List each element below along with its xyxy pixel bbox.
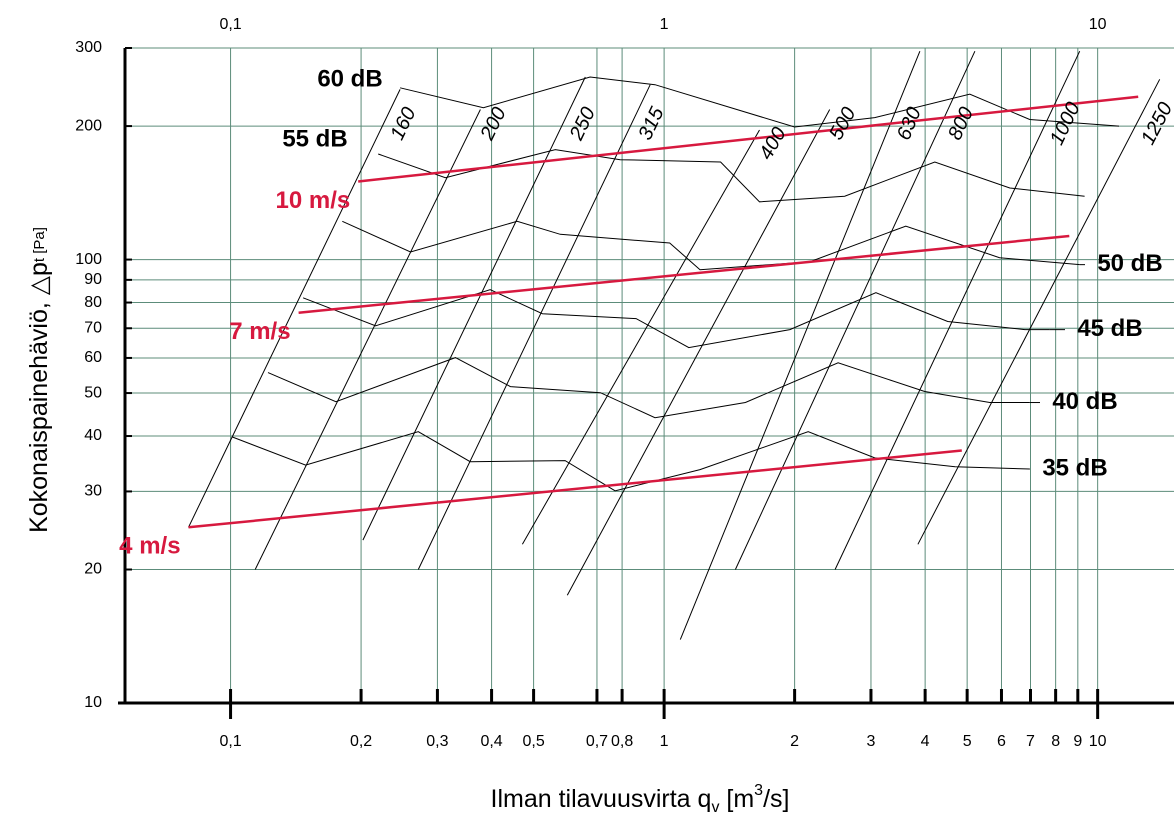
duct-line — [734, 50, 976, 570]
x-tick-label: 2 — [790, 733, 799, 750]
grid — [118, 47, 1174, 719]
x-tick-label: 5 — [963, 733, 972, 750]
x-tick-label: 7 — [1026, 733, 1035, 750]
y-axis-title: Kokonaispainehäviö, △pt [Pa] — [25, 227, 53, 533]
x-tick-label: 0,2 — [350, 733, 372, 750]
duct-label: 500 — [825, 104, 860, 144]
y-tick-label: 70 — [84, 319, 102, 336]
duct-label: 250 — [565, 104, 600, 145]
x-tick-label: 4 — [921, 733, 930, 750]
x-tick-label: 6 — [997, 733, 1006, 750]
duct-line — [679, 51, 921, 640]
y-title-main: Kokonaispainehäviö, △p — [25, 262, 53, 533]
sound-line — [342, 220, 1080, 271]
duct-label: 160 — [386, 104, 420, 144]
velocity-line — [298, 234, 1070, 314]
sound-label: 50 dB — [1097, 250, 1162, 277]
y-title-sub: t [Pa] — [31, 227, 48, 262]
y-tick-label: 300 — [75, 39, 102, 56]
duct-label: 200 — [476, 104, 511, 145]
marks — [188, 50, 1161, 640]
x-tick-label: 0,8 — [611, 733, 633, 750]
sound-label: 45 dB — [1077, 315, 1142, 342]
velocity-line — [188, 449, 962, 529]
sound-line — [399, 76, 1120, 128]
sound-line — [267, 357, 1030, 419]
velocity-label: 10 m/s — [276, 187, 351, 214]
duct-line — [417, 84, 651, 570]
y-tick-label: 50 — [84, 384, 102, 401]
y-tick-label: 80 — [84, 294, 102, 311]
x-tick-label: 0,4 — [480, 733, 502, 750]
x-title-sup: 3 — [754, 782, 763, 799]
x-tick-label: 10 — [1089, 733, 1107, 750]
x-title-unit: [m — [719, 785, 754, 813]
duct-line — [362, 76, 586, 541]
duct-line — [521, 129, 760, 545]
x-title-unit: /s] — [763, 785, 789, 813]
x-tick-label: 0,3 — [426, 733, 448, 750]
duct-line — [834, 50, 1081, 570]
duct-line — [566, 109, 831, 596]
x-tick-label: 9 — [1073, 733, 1082, 750]
y-tick-label: 30 — [84, 483, 102, 500]
velocity-label: 7 m/s — [229, 318, 290, 345]
duct-line — [188, 89, 401, 528]
x-tick-label: 0,5 — [522, 733, 544, 750]
duct-line — [917, 79, 1161, 545]
velocity-label: 4 m/s — [119, 533, 180, 560]
sound-label: 35 dB — [1042, 454, 1107, 481]
y-tick-label: 40 — [84, 427, 102, 444]
y-tick-label: 10 — [84, 694, 102, 711]
x-title-sub: v — [711, 799, 719, 816]
duct-label: 800 — [944, 104, 978, 144]
x-top-tick-label: 1 — [660, 16, 669, 33]
x-tick-label: 3 — [867, 733, 876, 750]
y-tick-label: 20 — [84, 561, 102, 578]
duct-line — [254, 109, 481, 570]
sound-label: 55 dB — [282, 125, 347, 152]
x-title-main: Ilman tilavuusvirta q — [491, 785, 712, 813]
sound-label: 40 dB — [1052, 388, 1117, 415]
x-tick-label: 1 — [660, 733, 669, 750]
x-tick-label: 0,1 — [219, 733, 241, 750]
x-top-tick-label: 10 — [1089, 16, 1107, 33]
y-tick-label: 200 — [75, 117, 102, 134]
x-axis-title: Ilman tilavuusvirta qv [m3/s] — [491, 782, 790, 816]
sound-line — [302, 289, 1050, 349]
velocity-line — [358, 95, 1139, 183]
y-tick-label: 100 — [75, 251, 102, 268]
duct-label: 1250 — [1137, 99, 1175, 149]
y-tick-label: 90 — [84, 271, 102, 288]
x-tick-label: 8 — [1051, 733, 1060, 750]
sound-line — [378, 149, 1085, 203]
x-top-tick-label: 0,1 — [219, 16, 241, 33]
duct-label: 630 — [893, 104, 926, 143]
duct-label: 400 — [755, 124, 791, 164]
sound-line — [232, 431, 1030, 492]
sound-label: 60 dB — [317, 65, 382, 92]
y-tick-label: 60 — [84, 349, 102, 366]
x-tick-label: 0,7 — [586, 733, 608, 750]
